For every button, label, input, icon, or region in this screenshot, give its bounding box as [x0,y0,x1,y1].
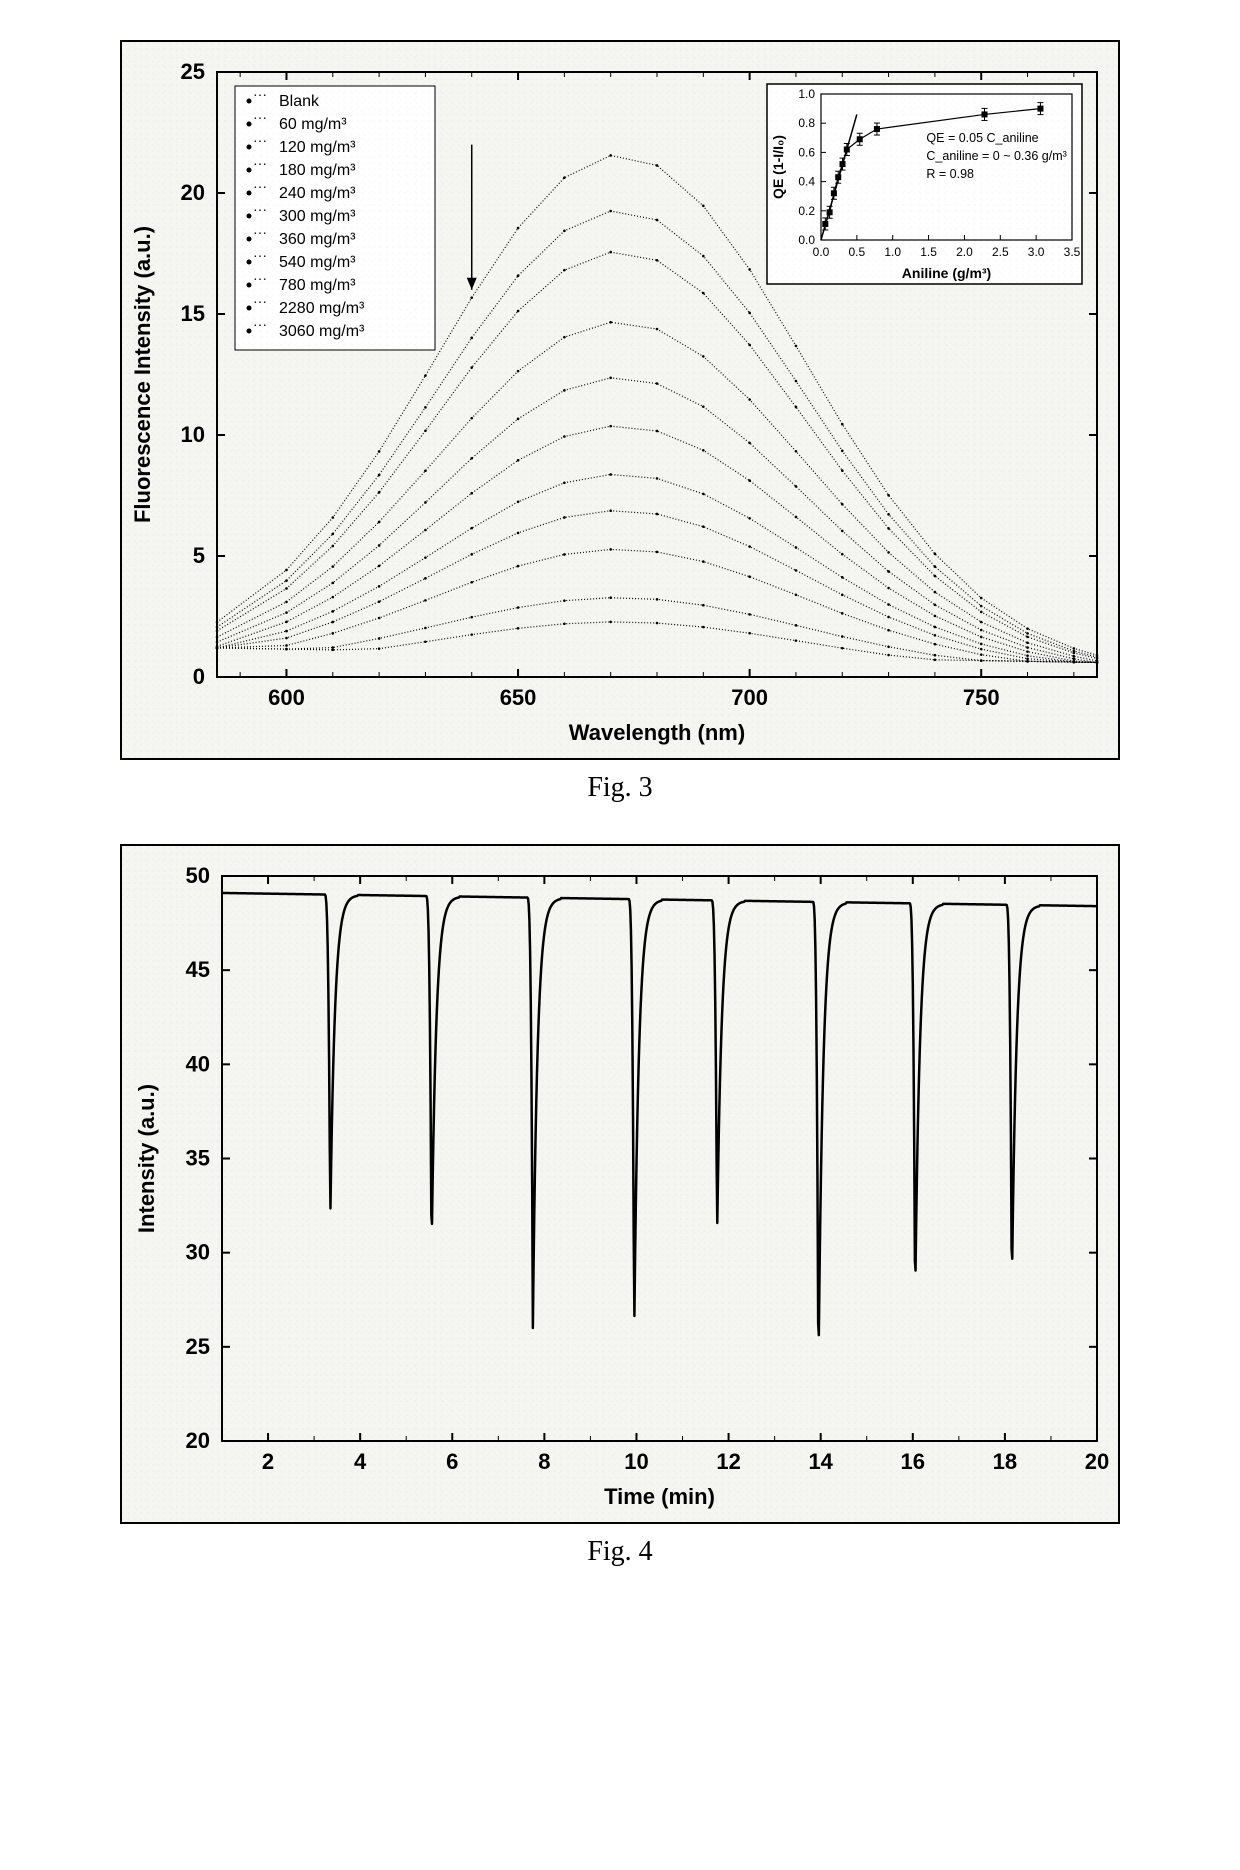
figure-3-block: 600 650 700 750 0 5 10 15 20 25 Wavelength (nm) Flu… [80,40,1160,804]
svg-text:50: 50 [186,863,210,888]
svg-text:16: 16 [901,1449,925,1474]
figure-3-chart: 600 650 700 750 0 5 10 15 20 25 Wavelength (nm) Flu… [120,40,1120,760]
svg-text:0.4: 0.4 [798,175,815,189]
svg-text:15: 15 [181,301,205,326]
svg-text:2.5: 2.5 [992,245,1009,259]
svg-text:300 mg/m³: 300 mg/m³ [279,208,356,225]
svg-text:Time (min): Time (min) [604,1484,715,1509]
svg-text:45: 45 [186,957,210,982]
svg-text:Blank: Blank [279,93,320,110]
svg-text:240 mg/m³: 240 mg/m³ [279,185,356,202]
svg-text:20: 20 [186,1428,210,1453]
svg-text:10: 10 [624,1449,648,1474]
svg-text:1.5: 1.5 [920,245,937,259]
svg-text:30: 30 [186,1240,210,1265]
svg-text:0.0: 0.0 [813,245,830,259]
svg-text:650: 650 [500,685,537,710]
svg-text:120 mg/m³: 120 mg/m³ [279,139,356,156]
svg-text:Fluorescence Intensity (a.u.): Fluorescence Intensity (a.u.) [130,226,155,523]
svg-text:3.0: 3.0 [1028,245,1045,259]
svg-text:···: ··· [253,89,267,104]
svg-text:Wavelength (nm): Wavelength (nm) [569,720,745,745]
svg-text:700: 700 [731,685,768,710]
svg-text:35: 35 [186,1146,210,1171]
svg-text:600: 600 [268,685,305,710]
svg-text:0.0: 0.0 [798,233,815,247]
svg-text:1.0: 1.0 [884,245,901,259]
svg-text:···: ··· [253,158,267,173]
svg-text:25: 25 [181,59,205,84]
svg-text:3.5: 3.5 [1064,245,1081,259]
figure-3-svg: 600 650 700 750 0 5 10 15 20 25 Wavelength (nm) Flu… [122,42,1122,762]
svg-text:180 mg/m³: 180 mg/m³ [279,162,356,179]
svg-text:540 mg/m³: 540 mg/m³ [279,254,356,271]
svg-text:2.0: 2.0 [956,245,973,259]
svg-text:6: 6 [446,1449,458,1474]
svg-text:0.6: 0.6 [798,145,815,159]
svg-text:3060 mg/m³: 3060 mg/m³ [279,323,365,340]
svg-text:25: 25 [186,1334,210,1359]
svg-text:Intensity (a.u.): Intensity (a.u.) [134,1084,159,1233]
svg-text:18: 18 [993,1449,1017,1474]
svg-text:2: 2 [262,1449,274,1474]
svg-text:780 mg/m³: 780 mg/m³ [279,277,356,294]
svg-text:14: 14 [808,1449,833,1474]
svg-text:···: ··· [253,273,267,288]
svg-text:···: ··· [253,181,267,196]
svg-text:···: ··· [253,250,267,265]
svg-text:···: ··· [253,227,267,242]
figure-3-caption: Fig. 3 [80,772,1160,804]
svg-text:QE = 0.05 C_aniline: QE = 0.05 C_aniline [926,131,1038,145]
svg-text:0.5: 0.5 [849,245,866,259]
svg-text:4: 4 [354,1449,367,1474]
svg-text:5: 5 [193,543,205,568]
figure-4-caption: Fig. 4 [80,1536,1160,1568]
svg-text:C_aniline = 0 ~ 0.36 g/m³: C_aniline = 0 ~ 0.36 g/m³ [926,149,1066,163]
svg-text:1.0: 1.0 [798,87,815,101]
svg-text:···: ··· [253,112,267,127]
svg-text:Aniline (g/m³): Aniline (g/m³) [902,265,991,281]
svg-text:10: 10 [181,422,205,447]
svg-text:2280 mg/m³: 2280 mg/m³ [279,300,365,317]
svg-text:40: 40 [186,1051,210,1076]
figure-4-svg: 2 4 6 8 10 12 14 16 18 20 20 25 30 35 40 45 50 Time (min)… [122,846,1122,1526]
svg-text:8: 8 [538,1449,550,1474]
figure-4-chart: 2 4 6 8 10 12 14 16 18 20 20 25 30 35 40 45 50 Time (min)… [120,844,1120,1524]
svg-text:0.2: 0.2 [798,204,815,218]
svg-text:750: 750 [963,685,1000,710]
svg-text:···: ··· [253,135,267,150]
figure-4-block: 2 4 6 8 10 12 14 16 18 20 20 25 30 35 40 45 50 Time (min)… [80,844,1160,1568]
svg-text:20: 20 [181,180,205,205]
svg-text:12: 12 [716,1449,740,1474]
svg-text:0: 0 [193,664,205,689]
svg-text:R = 0.98: R = 0.98 [926,167,974,181]
svg-text:···: ··· [253,296,267,311]
svg-text:···: ··· [253,204,267,219]
svg-text:QE (1-I/I₀): QE (1-I/I₀) [770,135,786,199]
svg-text:360 mg/m³: 360 mg/m³ [279,231,356,248]
svg-text:···: ··· [253,319,267,334]
svg-text:0.8: 0.8 [798,116,815,130]
svg-text:20: 20 [1085,1449,1109,1474]
svg-text:60 mg/m³: 60 mg/m³ [279,116,347,133]
